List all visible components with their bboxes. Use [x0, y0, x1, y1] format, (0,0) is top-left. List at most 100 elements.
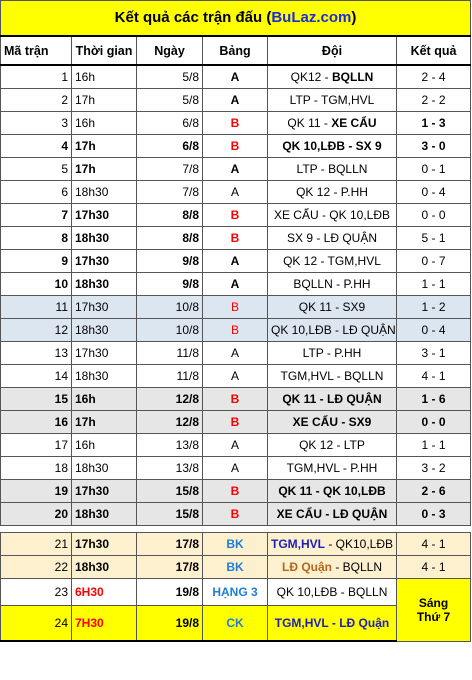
match-teams: SX 9 - LĐ QUẬN	[267, 226, 397, 250]
table-row: 3 16h 6/8 B QK 11 - XE CẨU 1 - 3	[0, 111, 471, 135]
match-time: 7H30	[71, 605, 137, 642]
match-no: 14	[0, 364, 72, 388]
match-date: 8/8	[136, 226, 203, 250]
results-table: Kết quả các trận đấu (BuLaz.com) Mã trận…	[0, 0, 471, 642]
match-teams: QK12 - BQLLN	[267, 64, 397, 89]
match-group: A	[202, 249, 268, 273]
match-result: 1 - 1	[396, 433, 471, 457]
match-date: 19/8	[136, 578, 203, 606]
match-date: 9/8	[136, 272, 203, 296]
match-time: 16h	[71, 387, 137, 411]
match-teams: BQLLN - P.HH	[267, 272, 397, 296]
match-group: HẠNG 3	[202, 578, 268, 606]
match-time: 18h30	[71, 318, 137, 342]
site-link[interactable]: BuLaz.com	[271, 9, 352, 26]
match-group: CK	[202, 605, 268, 642]
header-time: Thời gian	[71, 35, 137, 66]
table-row: 4 17h 6/8 B QK 10,LĐB - SX 9 3 - 0	[0, 134, 471, 158]
match-date: 11/8	[136, 364, 203, 388]
match-no: 5	[0, 157, 72, 181]
match-group: A	[202, 272, 268, 296]
match-result: 0 - 0	[396, 410, 471, 434]
match-time: 18h30	[71, 456, 137, 480]
match-no: 10	[0, 272, 72, 296]
match-group: A	[202, 433, 268, 457]
match-no: 1	[0, 64, 72, 89]
match-group: B	[202, 502, 268, 526]
match-teams: TGM,HVL - LĐ Quận	[267, 605, 397, 642]
header-date: Ngày	[136, 35, 203, 66]
match-result: 0 - 4	[396, 318, 471, 342]
table-row: 14 18h30 11/8 A TGM,HVL - BQLLN 4 - 1	[0, 364, 471, 388]
match-teams: QK 12 - P.HH	[267, 180, 397, 204]
match-no: 13	[0, 341, 72, 365]
match-date: 11/8	[136, 341, 203, 365]
match-result: 2 - 6	[396, 479, 471, 503]
match-result: 1 - 6	[396, 387, 471, 411]
match-result: 4 - 1	[396, 364, 471, 388]
table-row: 24 7H30 19/8 CK TGM,HVL - LĐ Quận	[0, 605, 471, 642]
match-group: BK	[202, 555, 268, 579]
match-time: 16h	[71, 64, 137, 89]
match-no: 11	[0, 295, 72, 319]
header-row: Mã trận Thời gian Ngày Bảng Đội Kết quả	[0, 35, 471, 66]
match-group: A	[202, 180, 268, 204]
match-result: 1 - 2	[396, 295, 471, 319]
match-result: 4 - 1	[396, 532, 471, 556]
match-result: 1 - 3	[396, 111, 471, 135]
match-no: 4	[0, 134, 72, 158]
match-time: 17h	[71, 157, 137, 181]
match-no: 2	[0, 88, 72, 112]
match-teams: QK 10,LĐB - SX 9	[267, 134, 397, 158]
table-row: 17 16h 13/8 A QK 12 - LTP 1 - 1	[0, 433, 471, 457]
match-group: B	[202, 111, 268, 135]
match-date: 10/8	[136, 295, 203, 319]
match-no: 12	[0, 318, 72, 342]
table-row: 15 16h 12/8 B QK 11 - LĐ QUẬN 1 - 6	[0, 387, 471, 411]
match-date: 13/8	[136, 433, 203, 457]
table-row: 11 17h30 10/8 B QK 11 - SX9 1 - 2	[0, 295, 471, 319]
match-teams: QK 10,LĐB - BQLLN	[267, 578, 397, 606]
table-row: 23 6H30 19/8 HẠNG 3 QK 10,LĐB - BQLLN Sá…	[0, 578, 471, 642]
match-group: B	[202, 203, 268, 227]
match-time: 16h	[71, 111, 137, 135]
match-group: B	[202, 318, 268, 342]
match-time: 17h30	[71, 249, 137, 273]
header-match-no: Mã trận	[0, 35, 72, 66]
table-row: 7 17h30 8/8 B XE CẨU - QK 10,LĐB 0 - 0	[0, 203, 471, 227]
header-group: Bảng	[202, 35, 268, 66]
match-time: 18h30	[71, 226, 137, 250]
table-row: 22 18h30 17/8 BK LĐ Quận - BQLLN 4 - 1	[0, 555, 471, 579]
match-time: 17h	[71, 88, 137, 112]
match-group: BK	[202, 532, 268, 556]
match-teams: QK 12 - TGM,HVL	[267, 249, 397, 273]
match-time: 17h30	[71, 203, 137, 227]
table-row: 9 17h30 9/8 A QK 12 - TGM,HVL 0 - 7	[0, 249, 471, 273]
match-time: 18h30	[71, 502, 137, 526]
match-date: 7/8	[136, 157, 203, 181]
match-date: 15/8	[136, 502, 203, 526]
match-date: 13/8	[136, 456, 203, 480]
match-time: 17h30	[71, 341, 137, 365]
match-teams: XE CẨU - QK 10,LĐB	[267, 203, 397, 227]
match-result: 0 - 3	[396, 502, 471, 526]
match-result: 1 - 1	[396, 272, 471, 296]
match-date: 12/8	[136, 387, 203, 411]
match-no: 7	[0, 203, 72, 227]
match-teams: QK 11 - LĐ QUẬN	[267, 387, 397, 411]
match-group: A	[202, 364, 268, 388]
table-row: 13 17h30 11/8 A LTP - P.HH 3 - 1	[0, 341, 471, 365]
match-result: 5 - 1	[396, 226, 471, 250]
match-date: 17/8	[136, 532, 203, 556]
match-teams: QK 10,LĐB - LĐ QUẬN	[267, 318, 397, 342]
match-group: A	[202, 88, 268, 112]
table-row: 21 17h30 17/8 BK TGM,HVL - QK10,LĐB 4 - …	[0, 532, 471, 556]
match-no: 18	[0, 456, 72, 480]
match-teams: QK 11 - XE CẨU	[267, 111, 397, 135]
match-no: 22	[0, 555, 72, 579]
match-no: 8	[0, 226, 72, 250]
match-time: 17h	[71, 410, 137, 434]
match-date: 6/8	[136, 111, 203, 135]
match-no: 6	[0, 180, 72, 204]
match-time: 18h30	[71, 272, 137, 296]
